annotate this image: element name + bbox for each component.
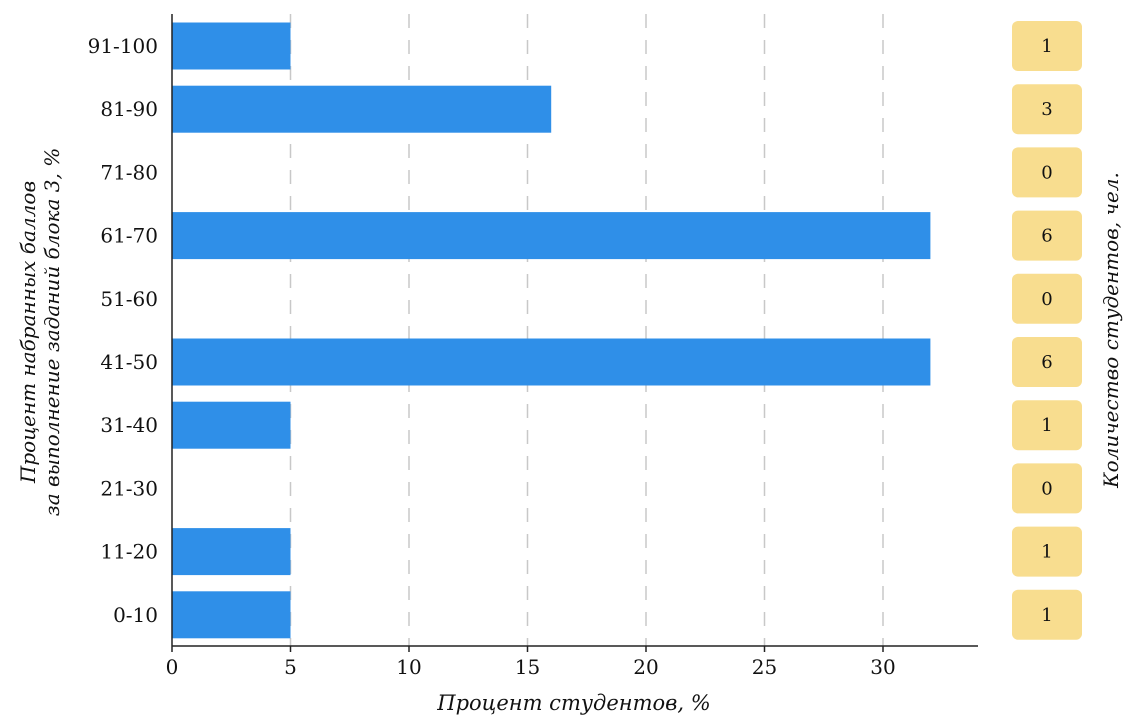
bars (172, 22, 931, 639)
count-badge: 1 (1012, 400, 1082, 451)
count-badge-bg (1012, 21, 1082, 71)
count-badge-bg (1012, 147, 1082, 198)
count-badge-bg (1012, 526, 1082, 577)
count-badge: 3 (1012, 84, 1082, 135)
count-badge-bg (1012, 337, 1082, 387)
count-badge-value: 0 (1041, 289, 1052, 310)
bar-31-40 (172, 401, 291, 449)
bar-81-90 (172, 85, 552, 133)
category-label: 81-90 (100, 97, 158, 121)
x-tick-label: 15 (515, 655, 540, 679)
count-badge: 0 (1012, 463, 1082, 514)
count-badge-value: 1 (1041, 605, 1052, 626)
count-badge-value: 1 (1041, 415, 1052, 436)
bar-11-20 (172, 528, 291, 576)
bar-41-50 (172, 338, 931, 386)
count-badge-value: 3 (1041, 99, 1052, 120)
count-badge-value: 1 (1041, 542, 1052, 563)
category-label: 0-10 (113, 603, 158, 627)
count-badge-bg (1012, 273, 1082, 324)
count-badge-bg (1012, 589, 1082, 640)
count-badge-bg (1012, 84, 1082, 135)
category-label: 21-30 (100, 476, 158, 500)
category-labels: 91-100 81-90 71-80 61-70 51-60 41-50 31-40 21-3… (88, 34, 158, 627)
category-label: 71-80 (100, 160, 158, 184)
right-axis-label: Количество студентов, чел. (1099, 172, 1123, 489)
y-axis-label-line1: Процент набранных баллов (16, 181, 40, 484)
category-label: 91-100 (88, 34, 158, 58)
count-badge-value: 1 (1041, 36, 1052, 57)
count-badge-value: 0 (1041, 478, 1052, 499)
count-badge: 1 (1012, 21, 1082, 71)
count-badges: 1 3 0 6 0 6 1 0 1 1 (1012, 21, 1082, 640)
category-label: 31-40 (100, 413, 158, 437)
count-badge-bg (1012, 210, 1082, 261)
x-tick-label: 5 (284, 655, 297, 679)
count-badge: 0 (1012, 273, 1082, 324)
x-tick-labels: 0 5 10 15 20 25 30 (166, 646, 896, 679)
x-tick-label: 10 (396, 655, 421, 679)
x-tick-label: 30 (870, 655, 895, 679)
category-label: 41-50 (100, 350, 158, 374)
category-label: 11-20 (100, 540, 158, 564)
x-tick-label: 25 (752, 655, 777, 679)
count-badge-bg (1012, 463, 1082, 514)
x-tick-label: 0 (166, 655, 179, 679)
count-badge-value: 6 (1041, 352, 1052, 373)
x-axis-label: Процент студентов, % (436, 691, 710, 715)
count-badge-value: 0 (1041, 162, 1052, 183)
bar-61-70 (172, 212, 931, 260)
x-tick-label: 20 (633, 655, 658, 679)
bar-0-10 (172, 591, 291, 639)
count-badge-value: 6 (1041, 226, 1052, 247)
count-badge: 1 (1012, 526, 1082, 577)
category-label: 61-70 (100, 224, 158, 248)
y-axis-label: Процент набранных баллов за выполнение з… (16, 148, 64, 516)
bar-91-100 (172, 22, 291, 70)
count-badge: 0 (1012, 147, 1082, 198)
count-badge-bg (1012, 400, 1082, 451)
category-label: 51-60 (100, 287, 158, 311)
count-badge: 6 (1012, 210, 1082, 261)
y-axis-label-line2: за выполнение заданий блока 3, % (40, 148, 64, 516)
count-badge: 6 (1012, 337, 1082, 387)
count-badge: 1 (1012, 589, 1082, 640)
